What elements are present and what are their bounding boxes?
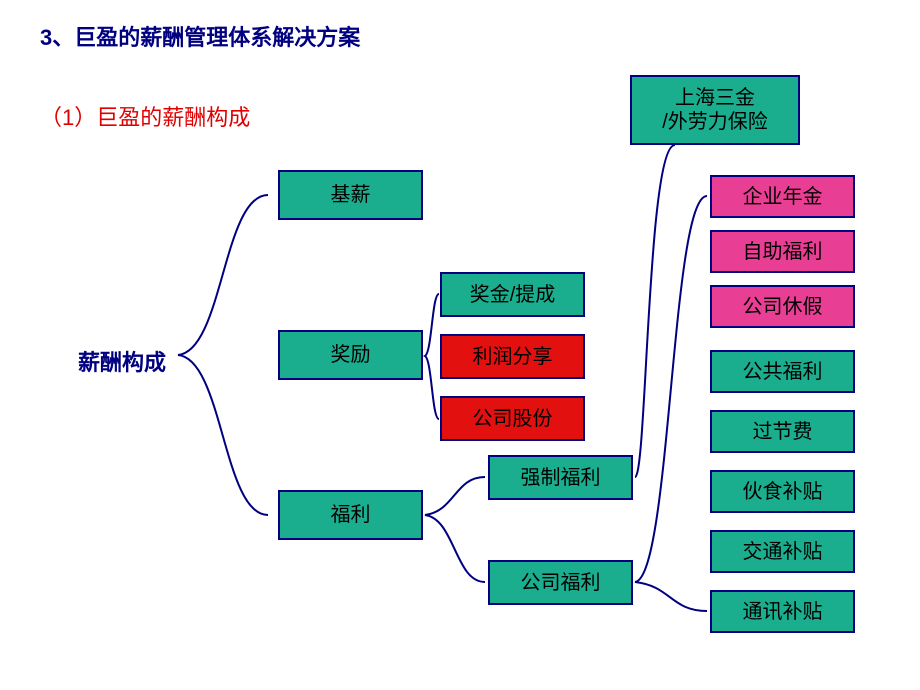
qiangzhi-link [635,145,685,487]
box-jiaotong: 交通补贴 [710,530,855,573]
sub-title: （1）巨盈的薪酬构成 [40,100,250,132]
box-fuli: 福利 [278,490,423,540]
box-qiangzhi: 强制福利 [488,455,633,500]
root-label: 薪酬构成 [78,345,166,377]
box-xiujia: 公司休假 [710,285,855,328]
box-jixin: 基薪 [278,170,423,220]
box-huoshi: 伙食补贴 [710,470,855,513]
box-jiangjin: 奖金/提成 [440,272,585,317]
box-gonggong: 公共福利 [710,350,855,393]
box-jiangli: 奖励 [278,330,423,380]
box-zizhu: 自助福利 [710,230,855,273]
box-sanjin: 上海三金 /外劳力保险 [630,75,800,145]
box-gongsi: 公司福利 [488,560,633,605]
box-lirun: 利润分享 [440,334,585,379]
box-gufen: 公司股份 [440,396,585,441]
gongsi-brace [635,175,717,621]
fuli-brace [425,455,495,592]
root-brace [178,170,278,525]
main-title: 3、巨盈的薪酬管理体系解决方案 [40,20,360,52]
box-guojie: 过节费 [710,410,855,453]
box-tongxun: 通讯补贴 [710,590,855,633]
box-nianjin: 企业年金 [710,175,855,218]
